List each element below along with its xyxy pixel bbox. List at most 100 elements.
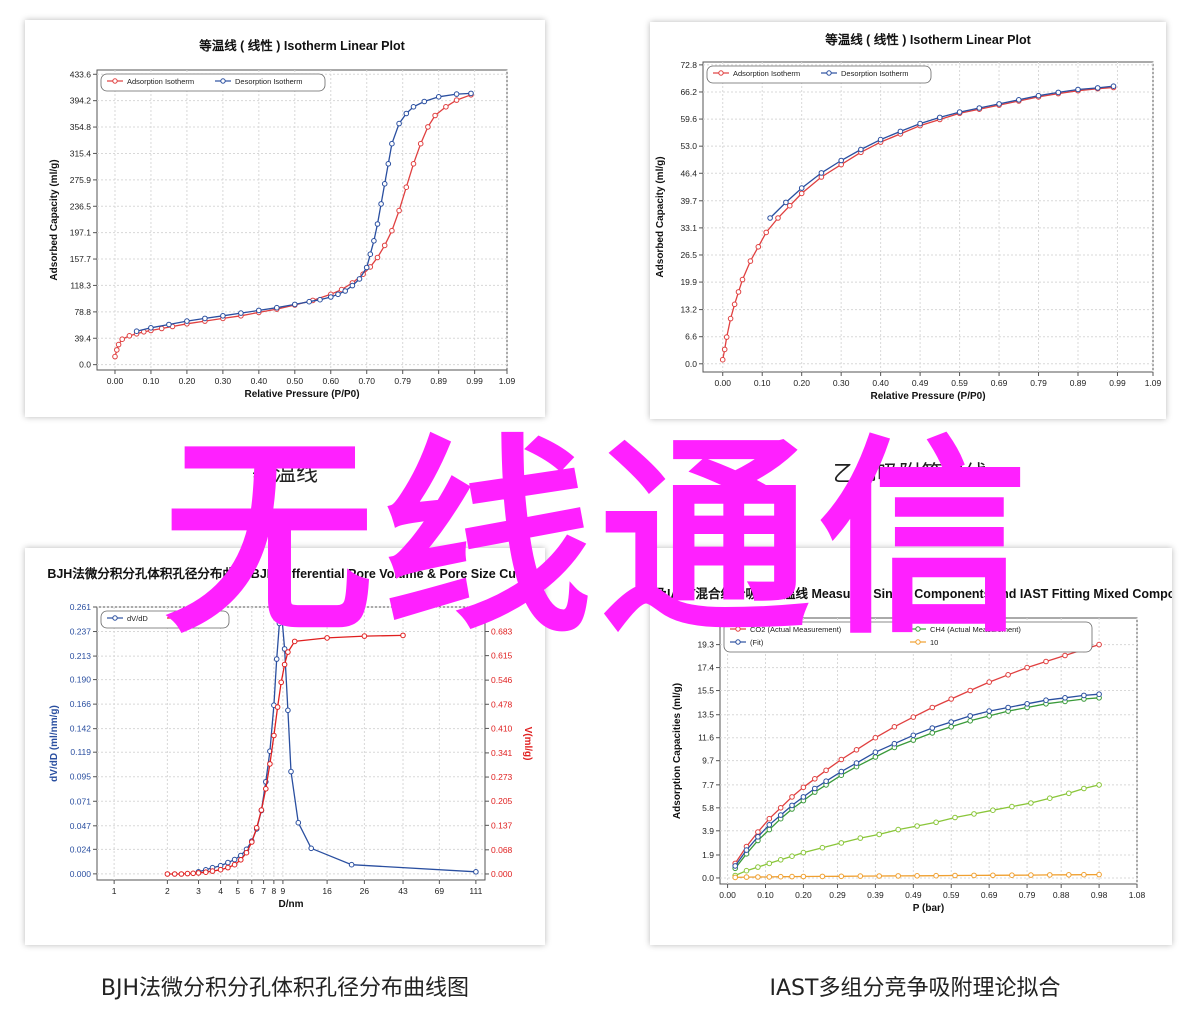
- y-tick-label: 157.7: [70, 254, 92, 264]
- data-point: [1062, 652, 1068, 659]
- data-point: [184, 318, 190, 324]
- data-point: [937, 114, 943, 121]
- legend-label: V: [187, 614, 192, 623]
- data-point: [209, 868, 216, 874]
- y-tick-label: 0.237: [70, 627, 92, 637]
- x-tick-label: 2: [165, 886, 170, 896]
- x-tick-label: 0.79: [1019, 890, 1036, 900]
- data-point: [739, 276, 746, 283]
- data-point: [1009, 872, 1015, 879]
- data-point: [956, 109, 963, 115]
- x-tick-label: 0.20: [179, 376, 196, 386]
- x-tick-label: 26: [360, 886, 370, 896]
- y-tick-label: 1.9: [702, 850, 714, 860]
- data-point: [126, 333, 133, 339]
- data-point: [279, 615, 285, 621]
- y2-axis-label: V(ml/g): [522, 727, 533, 761]
- data-point: [1110, 83, 1117, 89]
- data-point: [1043, 658, 1049, 665]
- data-point: [421, 98, 428, 105]
- banner-text: 无线通信: [163, 417, 1036, 662]
- data-point: [432, 112, 438, 119]
- data-point: [766, 815, 773, 822]
- data-point: [317, 296, 323, 303]
- data-point: [184, 870, 191, 877]
- data-point: [389, 140, 395, 147]
- data-point: [367, 251, 374, 257]
- data-point: [952, 814, 958, 821]
- data-point: [853, 760, 860, 766]
- data-point: [766, 822, 773, 828]
- y-tick-label: 0.071: [70, 796, 92, 806]
- data-point: [473, 869, 479, 875]
- data-point: [378, 201, 384, 207]
- data-point: [789, 853, 795, 860]
- chart-panel-isotherm: 0.00 0.10 0.20 0.30 0.40 0.50 0.60 0.70 0.79 0.89…: [25, 20, 545, 417]
- x-tick-label: 1.08: [1129, 890, 1146, 900]
- data-point: [1094, 85, 1101, 91]
- data-point: [361, 633, 368, 639]
- data-point: [789, 802, 795, 809]
- caption-bjh: BJH法微分积分孔体积孔径分布曲线图: [100, 976, 470, 1001]
- data-point: [288, 768, 294, 775]
- data-point: [763, 229, 769, 236]
- x-tick-label: 7: [261, 886, 266, 896]
- y-tick-label: 236.5: [70, 201, 92, 211]
- data-point: [295, 819, 302, 826]
- data-point: [115, 341, 122, 348]
- legend-swatch-marker: [112, 78, 118, 84]
- legend-swatch-marker: [172, 615, 178, 621]
- data-point: [971, 811, 977, 817]
- legend-label: CO2 (Actual Measurement): [750, 625, 842, 634]
- data-point: [1081, 871, 1087, 878]
- y-tick-label: 0.000: [70, 869, 92, 879]
- data-point: [273, 656, 280, 662]
- y-tick-label: 0.095: [70, 772, 92, 782]
- data-point: [986, 713, 993, 719]
- data-point: [858, 146, 864, 153]
- data-point: [800, 849, 807, 856]
- data-point: [225, 864, 231, 871]
- y-tick-label: 315.4: [70, 148, 92, 158]
- x-tick-label: 0.30: [215, 376, 232, 386]
- x-tick-label: 5: [235, 886, 240, 896]
- x-tick-label: 111: [469, 886, 482, 896]
- data-point: [853, 747, 860, 753]
- legend-box: [100, 610, 230, 629]
- y-tick-label: 19.3: [697, 640, 714, 650]
- data-point: [1096, 871, 1102, 878]
- data-point: [914, 823, 920, 829]
- data-point: [755, 834, 761, 840]
- y-tick-label: 118.3: [70, 280, 91, 290]
- data-point: [838, 840, 845, 846]
- y2-tick-label: 0.546: [491, 675, 513, 685]
- data-point: [976, 105, 983, 111]
- legend-box: [100, 73, 326, 92]
- x-tick-label: 0.89: [1070, 378, 1087, 388]
- data-point: [1066, 872, 1072, 878]
- data-point: [735, 289, 742, 295]
- y-tick-label: 433.6: [70, 69, 92, 79]
- data-point: [1028, 800, 1034, 806]
- data-point: [238, 310, 244, 316]
- x-tick-label: 69: [435, 886, 445, 896]
- data-point: [178, 871, 185, 877]
- data-point: [838, 157, 844, 164]
- data-point: [1009, 803, 1015, 810]
- data-point: [990, 872, 996, 879]
- data-point: [281, 646, 288, 652]
- data-point: [800, 873, 807, 880]
- data-point: [324, 635, 330, 641]
- x-tick-label: 9: [281, 886, 286, 896]
- y-tick-label: 0.0: [685, 359, 697, 369]
- plot-area: [96, 606, 486, 881]
- legend-box: [723, 621, 1093, 653]
- x-tick-label: 0.88: [1053, 890, 1070, 900]
- data-point: [731, 301, 738, 308]
- y-tick-label: 11.6: [698, 733, 714, 743]
- caption-ethylene-isotherm: 乙烯吸附等温线: [832, 462, 987, 487]
- x-tick-label: 16: [322, 886, 332, 896]
- data-point: [435, 94, 442, 100]
- data-point: [766, 826, 773, 833]
- x-tick-label: 0.40: [872, 378, 889, 388]
